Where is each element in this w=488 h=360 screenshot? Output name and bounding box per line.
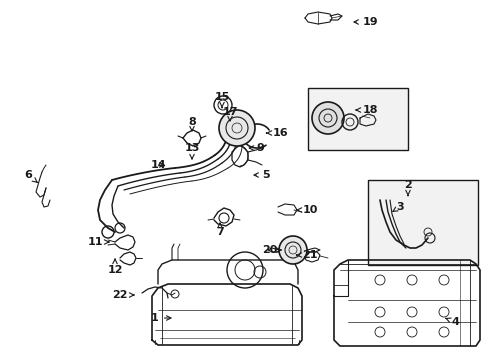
- Text: 17: 17: [222, 107, 237, 121]
- Circle shape: [311, 102, 343, 134]
- Text: 9: 9: [249, 143, 264, 153]
- Circle shape: [279, 236, 306, 264]
- Text: 16: 16: [266, 128, 287, 138]
- Circle shape: [219, 110, 254, 146]
- Text: 8: 8: [188, 117, 196, 131]
- Text: 14: 14: [150, 160, 165, 170]
- Text: 22: 22: [112, 290, 134, 300]
- Text: 6: 6: [24, 170, 37, 183]
- Text: 1: 1: [151, 313, 171, 323]
- Text: 2: 2: [403, 180, 411, 195]
- Text: 21: 21: [296, 250, 317, 260]
- Text: 7: 7: [216, 223, 224, 237]
- Text: 18: 18: [355, 105, 377, 115]
- Text: 13: 13: [184, 143, 199, 159]
- Text: 11: 11: [87, 237, 109, 247]
- Bar: [367, 180, 477, 265]
- Text: 19: 19: [353, 17, 377, 27]
- Bar: [307, 88, 407, 150]
- Text: 4: 4: [445, 317, 458, 327]
- Text: 20: 20: [262, 245, 281, 255]
- Text: 10: 10: [296, 205, 317, 215]
- Text: 15: 15: [214, 92, 229, 108]
- Text: 3: 3: [392, 202, 403, 212]
- Text: 5: 5: [253, 170, 269, 180]
- Text: 12: 12: [107, 259, 122, 275]
